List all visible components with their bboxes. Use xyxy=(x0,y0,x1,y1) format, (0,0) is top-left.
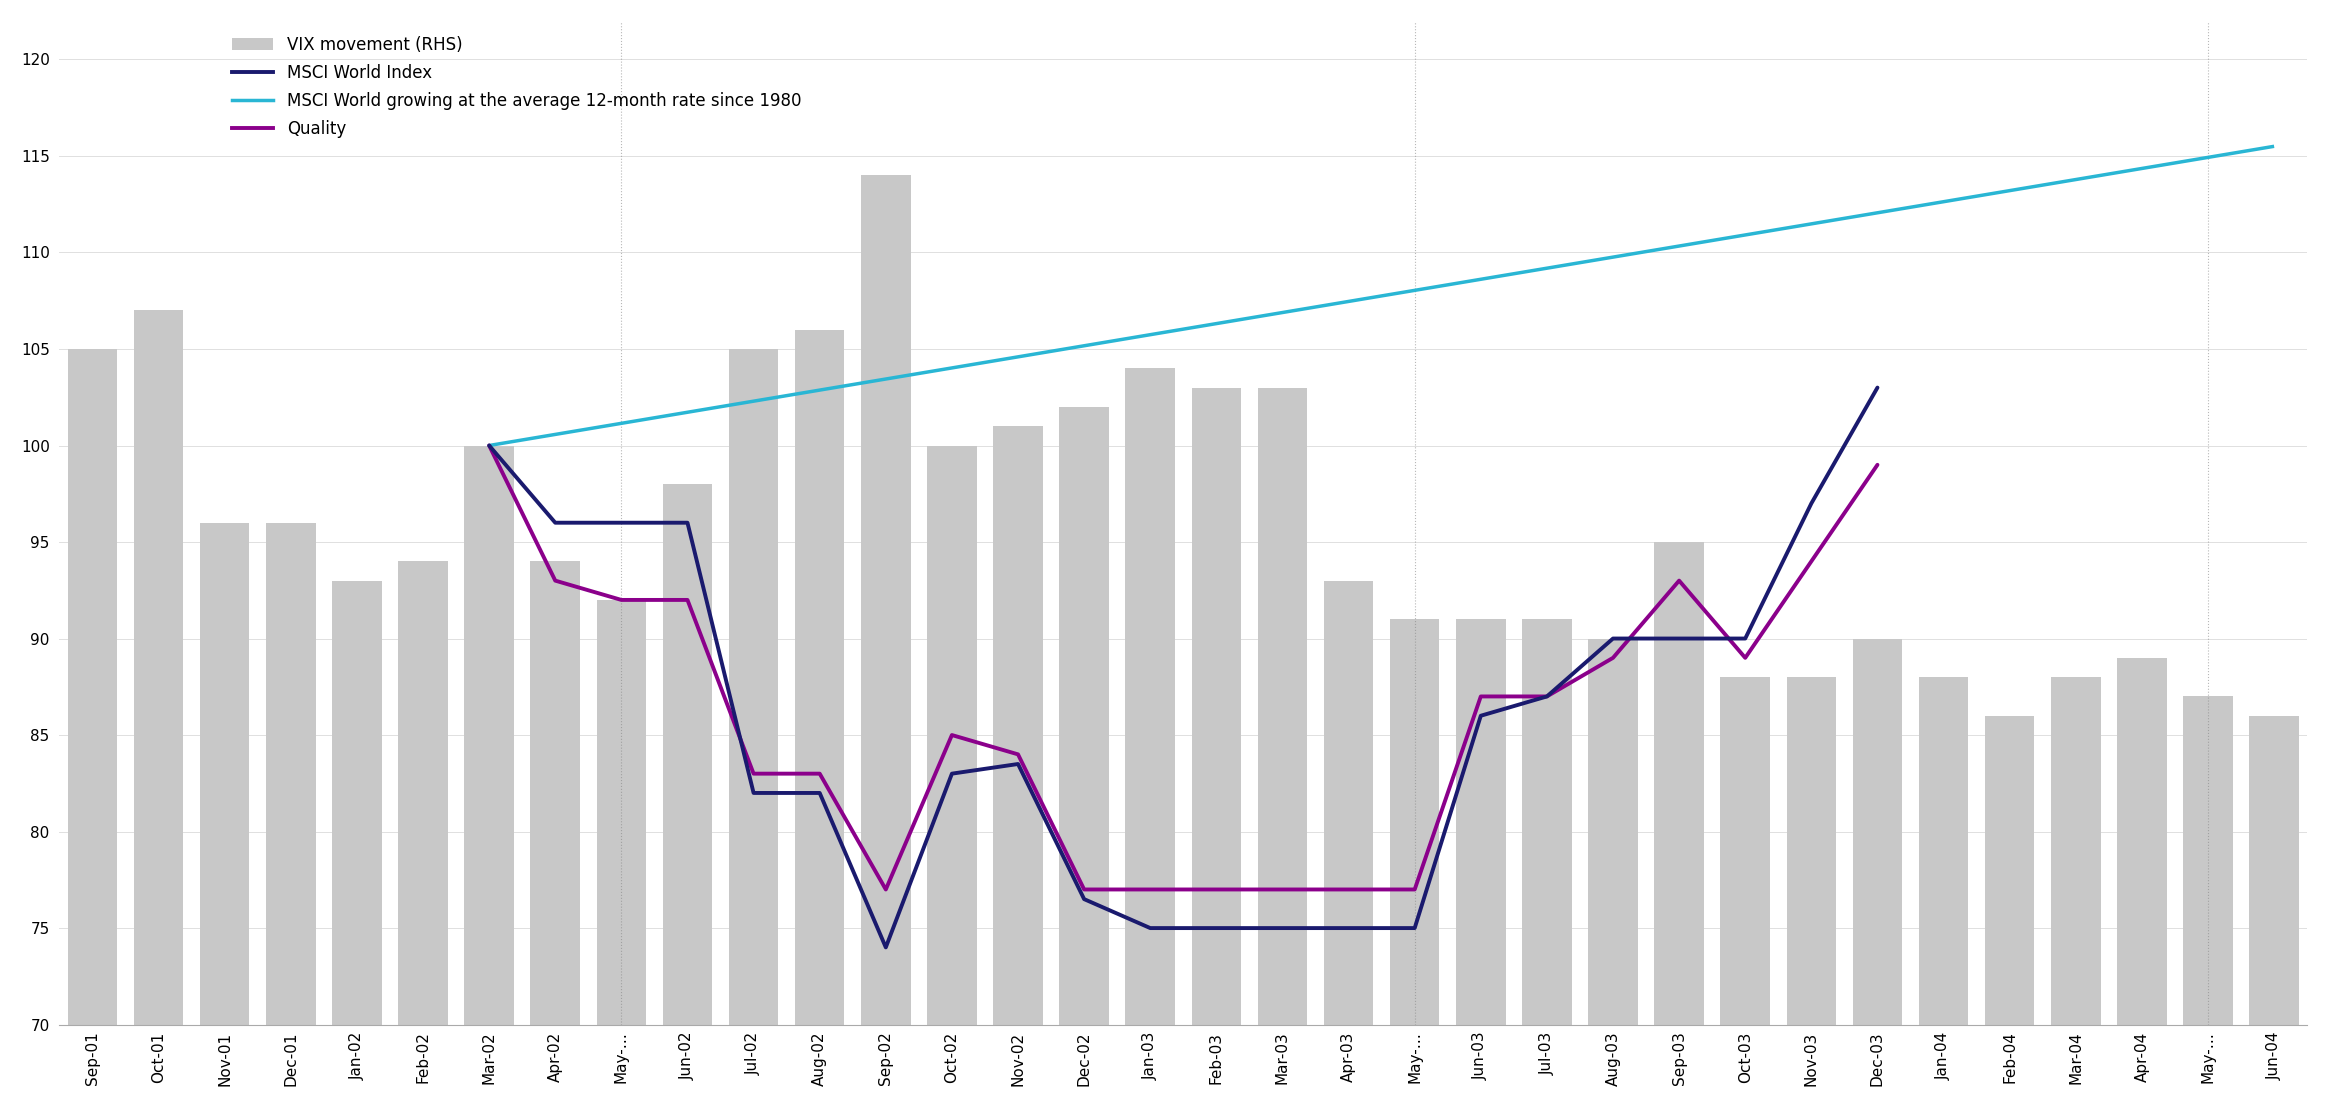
Bar xyxy=(861,175,910,1025)
Bar xyxy=(663,484,712,1025)
Bar xyxy=(1786,677,1837,1025)
Bar xyxy=(1655,542,1704,1025)
Bar xyxy=(333,581,382,1025)
Bar xyxy=(68,349,116,1025)
Bar xyxy=(927,445,978,1025)
Bar xyxy=(596,600,647,1025)
Bar xyxy=(1455,619,1506,1025)
Bar xyxy=(1124,369,1176,1025)
Bar xyxy=(994,426,1043,1025)
Bar xyxy=(1588,639,1639,1025)
Bar xyxy=(1257,387,1308,1025)
Bar xyxy=(200,523,249,1025)
Bar xyxy=(1059,407,1108,1025)
Bar xyxy=(2051,677,2100,1025)
Bar xyxy=(265,523,317,1025)
Bar xyxy=(794,330,845,1025)
Bar xyxy=(398,561,447,1025)
Bar xyxy=(1390,619,1439,1025)
Bar xyxy=(2184,696,2233,1025)
Bar xyxy=(729,349,778,1025)
Bar xyxy=(1325,581,1374,1025)
Legend: VIX movement (RHS), MSCI World Index, MSCI World growing at the average 12-month: VIX movement (RHS), MSCI World Index, MS… xyxy=(226,29,808,145)
Bar xyxy=(2249,716,2300,1025)
Bar xyxy=(1720,677,1769,1025)
Bar xyxy=(531,561,580,1025)
Bar xyxy=(463,445,514,1025)
Bar xyxy=(2116,658,2167,1025)
Bar xyxy=(1853,639,1902,1025)
Bar xyxy=(1986,716,2035,1025)
Bar xyxy=(133,310,184,1025)
Bar xyxy=(1523,619,1571,1025)
Bar xyxy=(1192,387,1241,1025)
Bar xyxy=(1918,677,1969,1025)
